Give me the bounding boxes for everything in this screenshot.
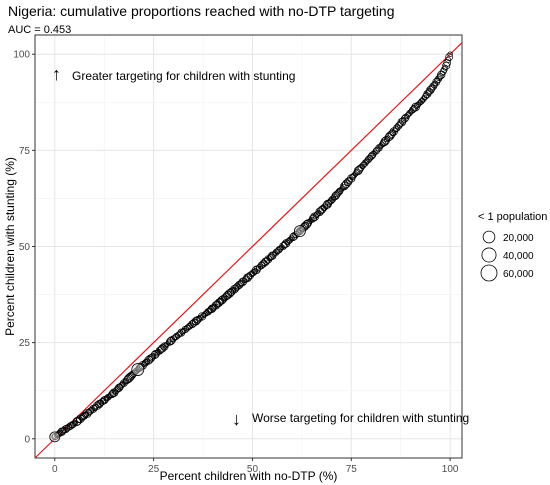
chart-subtitle: AUC = 0.453: [8, 24, 71, 36]
curve-point-large: [131, 363, 145, 376]
curve-point: [284, 238, 292, 245]
curve-point: [447, 51, 453, 57]
curve-point: [341, 181, 350, 189]
y-tick-label: 0: [24, 434, 30, 445]
curve-point: [213, 300, 221, 309]
curve-point: [221, 294, 229, 302]
curve-point: [78, 415, 85, 421]
points-layer: [49, 51, 454, 443]
curve-point: [155, 346, 164, 355]
curve-point: [93, 403, 99, 410]
curve-point: [442, 64, 449, 71]
legend: 20,000 40,000 60,000: [480, 230, 534, 282]
curve-point: [435, 74, 443, 82]
x-tick-label: 50: [247, 464, 259, 475]
reference-layer: [34, 42, 463, 459]
curve-point: [338, 186, 345, 193]
curve-point: [409, 106, 417, 114]
curve-point: [367, 153, 375, 161]
curve-point: [429, 84, 436, 91]
curve-point: [242, 276, 249, 283]
curve-point: [404, 112, 411, 119]
tick-layer: 0 25 50 75 100 0 25 50 75 100: [13, 50, 459, 475]
upper-annotation: Greater targeting for children with stun…: [72, 69, 295, 83]
curve-point: [410, 105, 418, 113]
legend-entry-label: 20,000: [503, 233, 534, 244]
curve-point: [436, 72, 444, 80]
curve-point: [353, 169, 360, 177]
curve-point: [313, 211, 320, 218]
legend-key-circle: [480, 264, 498, 282]
curve-point: [445, 57, 452, 63]
curve-point: [307, 218, 313, 225]
curve-point: [230, 287, 237, 293]
curve-point: [443, 59, 451, 67]
curve-point: [288, 236, 294, 242]
curve-point: [384, 136, 390, 143]
curve-point: [252, 268, 259, 274]
curve-point: [117, 382, 125, 390]
y-axis-label: Percent children with stunting (%): [3, 157, 17, 336]
curve-point: [124, 373, 134, 383]
curve-point: [378, 141, 386, 148]
y-tick-label: 25: [19, 338, 31, 349]
y-tick-label: 50: [19, 242, 31, 253]
curve-point: [241, 277, 248, 283]
curve-point: [118, 381, 126, 388]
curve-point: [380, 138, 388, 147]
curve-point: [418, 98, 425, 105]
y-tick-label: 75: [19, 146, 31, 157]
upper-arrow: ↑: [52, 64, 61, 84]
x-tick-label: 0: [52, 464, 58, 475]
curve-point: [445, 53, 454, 61]
legend-key-circle: [481, 247, 497, 263]
curve-point: [352, 171, 358, 177]
lower-annotation: Worse targeting for children with stunti…: [252, 411, 469, 425]
curve-point: [425, 89, 432, 97]
legend-key-circle: [482, 230, 496, 244]
curve-point: [379, 140, 387, 147]
legend-entry-label: 60,000: [503, 269, 534, 280]
x-axis-label: Percent children with no-DTP (%): [160, 469, 338, 483]
curve-point: [216, 298, 224, 306]
grid-layer: [35, 35, 462, 458]
curve-point: [334, 189, 342, 197]
curve-point: [439, 70, 445, 77]
curve-point: [327, 198, 334, 205]
curve-point: [343, 179, 351, 187]
x-tick-label: 100: [442, 464, 459, 475]
curve-point: [266, 255, 273, 262]
curve-point: [355, 165, 364, 174]
curve-point: [144, 358, 151, 364]
curve-point: [175, 331, 182, 339]
curve-point: [361, 161, 367, 168]
curve-point: [71, 420, 78, 427]
curve-point: [416, 100, 423, 107]
legend-title: < 1 population: [478, 211, 547, 223]
curve-point: [392, 127, 398, 133]
lower-arrow: ↓: [232, 409, 241, 429]
curve-point: [442, 61, 451, 70]
curve-point: [387, 129, 396, 138]
curve-point-large: [293, 225, 306, 238]
y-tick-label: 100: [13, 50, 30, 61]
reference-line: [34, 42, 463, 459]
chart-title: Nigeria: cumulative proportions reached …: [8, 3, 395, 19]
curve-point: [364, 157, 371, 164]
curve-point: [107, 391, 115, 399]
legend-entry-label: 40,000: [503, 251, 534, 262]
curve-point: [237, 280, 245, 288]
curve-point: [274, 247, 282, 254]
curve-point: [255, 265, 261, 271]
curve-point: [154, 349, 161, 356]
curve-point: [112, 387, 120, 395]
x-tick-label: 25: [148, 464, 160, 475]
x-tick-label: 75: [346, 464, 358, 475]
curve-point-large: [49, 431, 61, 443]
